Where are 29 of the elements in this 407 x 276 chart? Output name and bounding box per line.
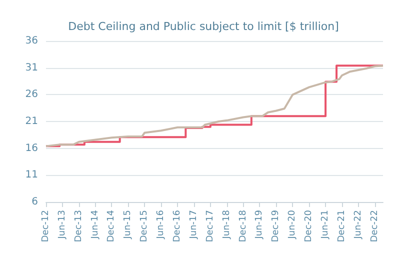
x-tick-label: Dec-20: [304, 210, 314, 242]
x-tick-label: Dec-15: [140, 210, 150, 242]
x-tick-label: Jun-17: [188, 210, 199, 240]
y-tick-label: 11: [25, 170, 38, 181]
y-tick-label: 26: [25, 89, 38, 100]
x-tick-label: Jun-19: [254, 210, 265, 240]
y-tick-label: 36: [25, 36, 38, 46]
x-tick-label: Dec-19: [271, 210, 282, 242]
x-tick-label: Dec-22: [370, 210, 380, 242]
x-tick-label: Dec-18: [238, 210, 248, 242]
x-tick-label: Jun-20: [288, 210, 298, 240]
x-tick-label: Jun-22: [353, 210, 364, 240]
x-tick-label: Jun-15: [123, 210, 134, 240]
x-tick-label: Jun-13: [57, 210, 68, 240]
x-tick-label: Jun-18: [222, 210, 232, 240]
x-tick-label: Jun-16: [156, 210, 166, 240]
chart-title: Debt Ceiling and Public subject to limit [$ trillion]: [68, 20, 339, 33]
x-tick-label: Dec-16: [172, 210, 183, 242]
x-tick-label: Jun-21: [320, 210, 331, 240]
x-tick-label: Dec-13: [74, 210, 84, 242]
x-tick-label: Dec-14: [106, 210, 117, 242]
y-tick-label: 6: [32, 196, 38, 208]
y-tick-label: 21: [25, 116, 38, 127]
x-tick-label: Dec-21: [337, 210, 348, 242]
y-tick-label: 16: [25, 142, 38, 154]
x-tick-label: Dec-12: [41, 210, 51, 242]
x-tick-label: Dec-17: [205, 210, 216, 242]
x-tick-label: Jun-14: [90, 210, 100, 240]
y-tick-label: 31: [25, 62, 38, 74]
